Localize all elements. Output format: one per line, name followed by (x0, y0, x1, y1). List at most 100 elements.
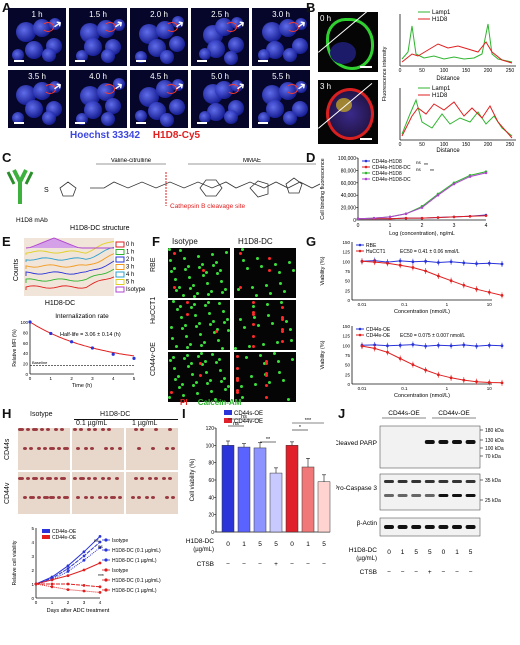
d-xtick: 1 (389, 223, 392, 229)
g-point (398, 343, 402, 347)
scale-bar (136, 122, 146, 124)
i-ytick: 60 (208, 478, 214, 484)
j-band (452, 494, 462, 497)
g-point (411, 260, 415, 264)
a-time-label: 4.0 h (89, 72, 107, 81)
e-histogram-trace (25, 253, 115, 269)
b-xtick-bottom: 150 (462, 142, 471, 148)
i-ytick: 20 (208, 513, 214, 519)
d-legend-item: CD44v-H1D8 (372, 171, 402, 177)
b-legend-0h: Lamp1 H1D8 (418, 10, 451, 23)
g-xtick: 1 (446, 302, 449, 307)
j-band (438, 480, 449, 483)
i-row2-label: CTSB (197, 561, 214, 568)
d-point (388, 217, 392, 221)
g-ytick: 150 (342, 240, 350, 245)
i-row2-value: − (306, 561, 310, 568)
d-ytick: 60,000 (341, 181, 357, 187)
g-point (500, 262, 504, 266)
d-xtick: 3 (453, 223, 456, 229)
h-legend-item: H1D8-DC (0.1 µg/mL) (112, 578, 161, 584)
a-timelapse-tile: 5.0 h ➜ (191, 70, 249, 128)
g-xlabel: Concentration (nmol/L) (394, 309, 450, 315)
b-xlabel-bottom: Distance (436, 148, 460, 154)
g-point (475, 344, 478, 348)
h-sig: ns (94, 538, 100, 543)
j-group-label: CD44v-OE (438, 410, 470, 417)
g-ytick: 75 (345, 269, 351, 274)
b-xtick-top: 50 (419, 68, 425, 74)
panel-c-structure: H1D8 mAb S Valine-citrulline MMAE Cathep… (6, 158, 320, 232)
i-legend-item: CD44s-OE (234, 411, 263, 417)
h-ytick: 5 (31, 526, 34, 531)
e-hist-legend-item: Isotype (126, 287, 146, 293)
d-point (452, 182, 456, 186)
a-timelapse-tile: 2.5 h ➜ (191, 8, 249, 66)
g-point (411, 363, 415, 367)
h-series-line (35, 541, 101, 585)
d-point (356, 217, 360, 221)
j-row1-label: H1D8-DC (349, 547, 377, 554)
h-point (66, 570, 70, 573)
d-xtick: 4 (485, 223, 488, 229)
h-point (34, 582, 38, 586)
scale-bar (197, 60, 207, 62)
legend-hoechst: Hoechst 33342 (70, 130, 141, 141)
d-point (468, 175, 472, 178)
i-row1-value: 5 (274, 541, 278, 548)
h-point (66, 564, 70, 568)
panel-label-i: I (182, 406, 186, 421)
g-point (386, 261, 389, 265)
h-point (66, 582, 70, 586)
f-live-dead-image (168, 352, 230, 402)
d-point (388, 215, 392, 219)
g-point (386, 344, 389, 348)
e-ytick: 60 (23, 341, 29, 346)
f-live-dead-image (234, 248, 296, 298)
b-cell-image-0h: 0 h (318, 12, 378, 72)
g-point (475, 287, 478, 291)
j-row1-value: 5 (428, 549, 432, 556)
e-point (132, 356, 136, 360)
e-hist-ylabel: Counts (13, 258, 20, 281)
j-kda-marker: 35 kDa (485, 478, 501, 484)
a-timelapse-tile: 1 h ➜ (8, 8, 66, 66)
e-xtick: 4 (112, 376, 115, 381)
g-series-line (361, 345, 503, 384)
panel-d-binding-chart: 100,000 80,000 60,000 40,000 20,000 00 1 2 3 4 Log… (320, 156, 488, 237)
d-sig: ** (424, 163, 428, 169)
j-row1-value: 5 (469, 549, 473, 556)
h-xlabel: Days after ADC treatment (47, 608, 110, 614)
d-point (436, 193, 440, 197)
j-band (424, 525, 435, 529)
j-kda-marker: 130 kDa (485, 438, 504, 444)
a-timelapse-tile: 3.5 h ➜ (8, 70, 66, 128)
g-point (436, 274, 440, 278)
d-point (404, 212, 408, 216)
g-point (475, 380, 478, 384)
e-ytick: 40 (23, 351, 29, 356)
g-point (398, 357, 402, 360)
panel-label-a: A (2, 0, 12, 15)
h-legend-item: H1D8-DC (1 µg/mL) (112, 558, 157, 564)
h-ytick: 0 (31, 596, 34, 601)
h-legend-item: Isotype (112, 568, 128, 574)
b-xtick-bottom: 200 (484, 142, 493, 148)
d-xtick: 0 (357, 223, 360, 229)
e-histogram-trace (25, 260, 115, 276)
e-ylabel: Relative MFI (%) (12, 329, 18, 367)
d-point (468, 214, 472, 218)
j-band (452, 440, 462, 444)
g-point (462, 261, 466, 265)
h-sig: *** (98, 574, 104, 580)
h-col-header: H1D8-DC (100, 411, 131, 418)
i-bar (269, 472, 283, 533)
j-band (438, 494, 449, 497)
panel-label-c: C (2, 150, 12, 165)
g-xtick: 0.1 (401, 302, 408, 307)
j-band (438, 440, 449, 444)
g-point (424, 269, 428, 273)
d-point (404, 216, 408, 220)
e-baseline-label: Baseline (32, 360, 48, 365)
e-xlabel: Time (h) (72, 383, 92, 389)
